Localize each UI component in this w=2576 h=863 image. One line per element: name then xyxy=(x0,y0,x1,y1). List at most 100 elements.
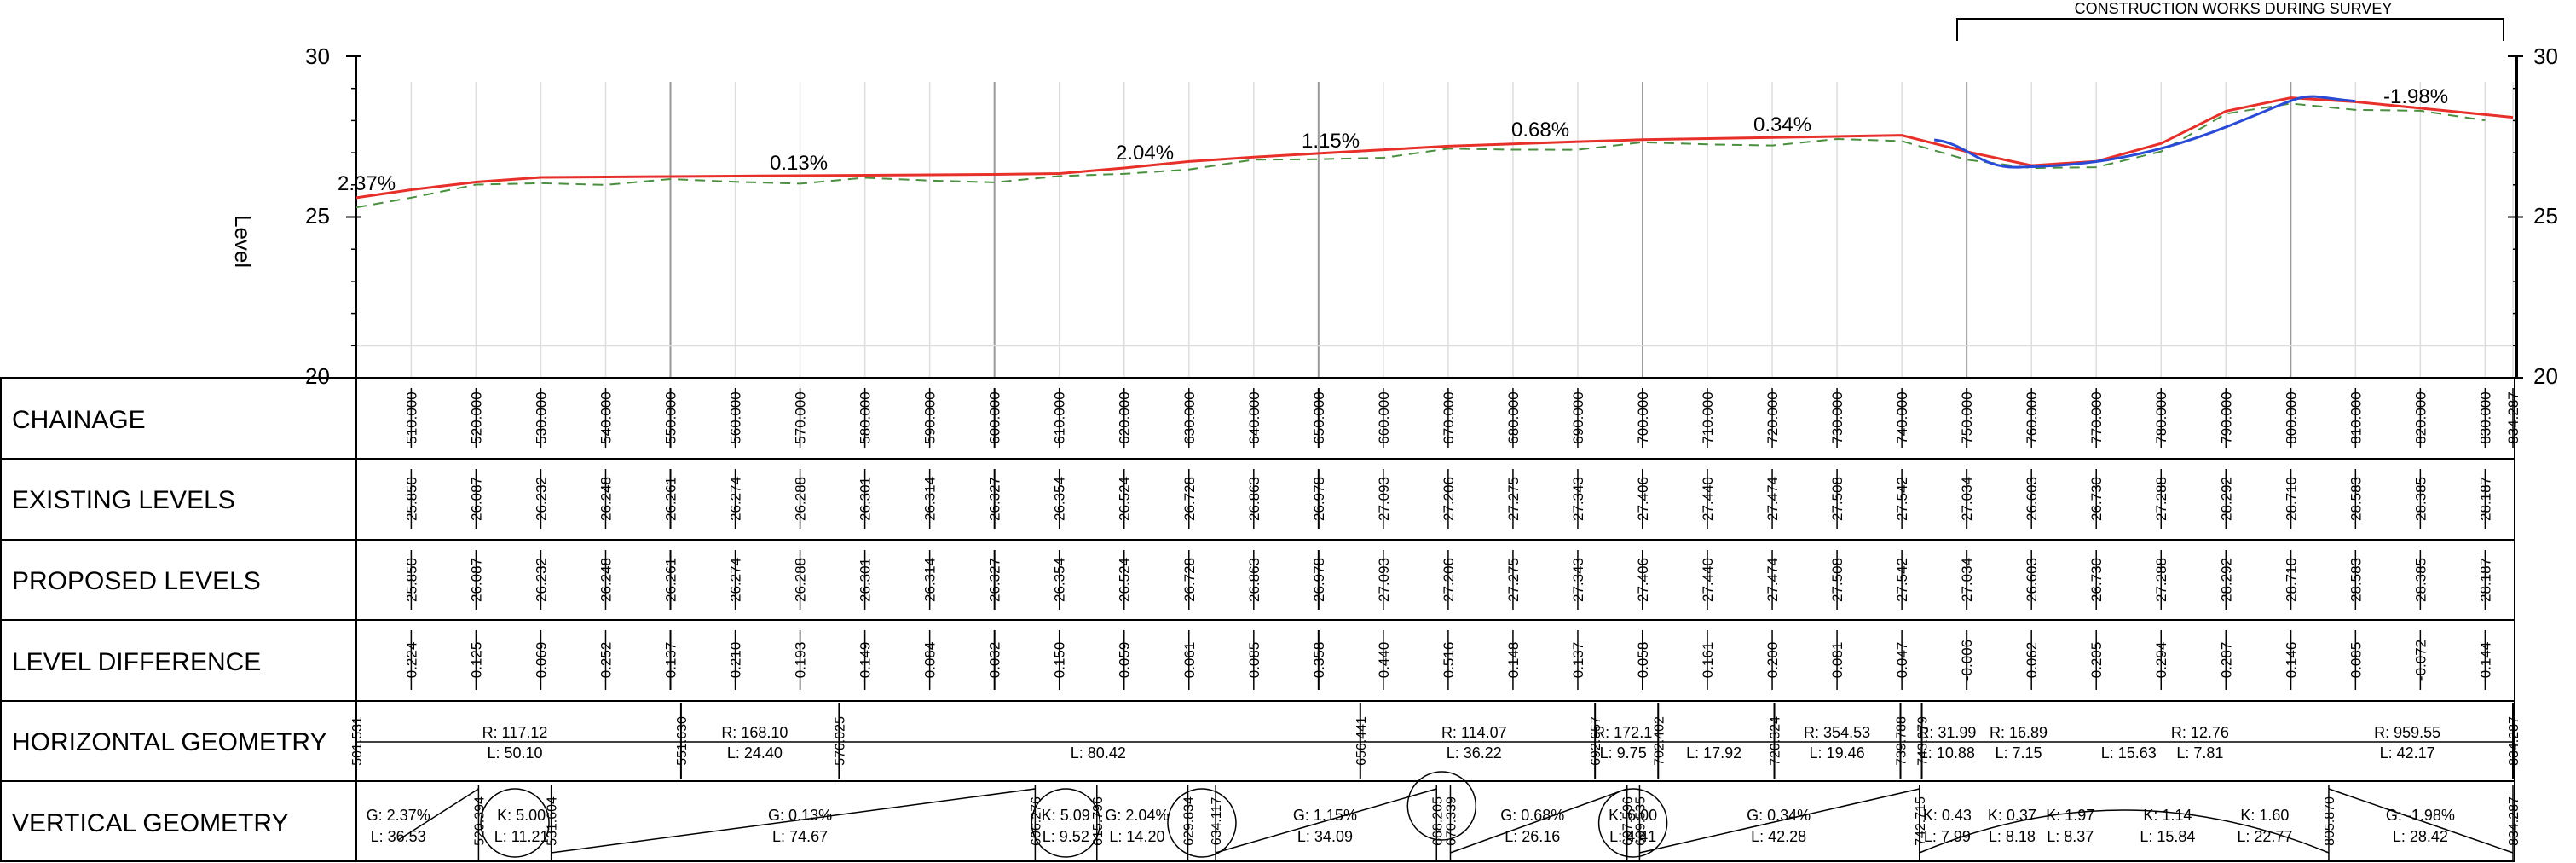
hgeo-length: L: 9.75 xyxy=(1600,744,1647,762)
vgeo-value: K: 1.60 xyxy=(2240,807,2289,824)
hgeo-radius: R: 31.99 xyxy=(1918,724,1976,741)
vgeo-curve xyxy=(1406,771,1477,841)
gradient-label: 0.13% xyxy=(770,152,829,175)
hgeo-radius: R: 168.10 xyxy=(721,724,788,741)
hgeo-length: L: 36.22 xyxy=(1447,744,1502,762)
profile-lines xyxy=(355,95,2514,209)
vgeo-length: L: 26.16 xyxy=(1505,828,1560,845)
vgeo-length: L: 36.53 xyxy=(371,828,426,845)
existing-line xyxy=(355,102,2486,209)
row-label-difference: LEVEL DIFFERENCE xyxy=(12,648,262,676)
row-label-proposed: PROPOSED LEVELS xyxy=(12,567,261,595)
vgeo-length: L: 8.18 xyxy=(1989,828,2036,845)
vgeo-grade xyxy=(1639,788,1920,854)
hgeo-length: L: 80.42 xyxy=(1071,744,1126,762)
vgeo-length: L: 42.28 xyxy=(1751,828,1806,845)
hgeo-radius: R: 959.55 xyxy=(2374,724,2440,741)
vgeo-grade xyxy=(1215,788,1437,854)
hgeo-station: 720.324 xyxy=(1769,716,1783,766)
row-label-chainage: CHAINAGE xyxy=(12,406,146,434)
hgeo-station: 501.531 xyxy=(350,716,365,766)
proposed-line xyxy=(355,96,2514,200)
vgeo-station: 634.117 xyxy=(1210,797,1224,846)
vgeo-grade xyxy=(551,788,1036,854)
vgeo-value: K: 6.00 xyxy=(1609,807,1657,824)
vgeo-station: 697.596 xyxy=(1621,796,1636,846)
hgeo-radius: R: 114.07 xyxy=(1441,724,1507,741)
hgeo-station: 739.788 xyxy=(1895,716,1909,766)
vgeo-value: K: 0.37 xyxy=(1988,807,2036,824)
vgeo-curve xyxy=(480,788,550,858)
y-tick-25-left: 25 xyxy=(305,203,330,229)
vgeo-curve xyxy=(1167,788,1237,858)
vgeo-length: L: 11.21 xyxy=(494,828,549,845)
hgeo-station: 743.079 xyxy=(1916,716,1931,766)
hgeo-radius: R: 172.1 xyxy=(1594,724,1652,741)
hgeo-length: L: 7.81 xyxy=(2176,744,2223,762)
design-line xyxy=(1933,95,2356,169)
hgeo-length: L: 15.63 xyxy=(2101,744,2157,762)
hgeo-station: 551.630 xyxy=(675,716,690,766)
hgeo-length: L: 7.15 xyxy=(1995,744,2042,762)
vgeo-value: G: 2.37% xyxy=(367,807,430,824)
gradient-label: 2.04% xyxy=(1116,142,1175,165)
vgeo-value: G: -1.98% xyxy=(2386,807,2455,824)
hgeo-radius: R: 354.53 xyxy=(1804,724,1870,741)
vgeo-length: L: 15.84 xyxy=(2140,828,2195,845)
hgeo-length: L: 10.88 xyxy=(1920,744,1975,762)
vgeo-length: L: 74.67 xyxy=(772,828,828,845)
hgeo-length: L: 19.46 xyxy=(1810,744,1865,762)
y-tick-30-left: 30 xyxy=(305,43,330,69)
row-label-vertical: VERTICAL GEOMETRY xyxy=(12,809,289,837)
hgeo-station: 656.441 xyxy=(1354,716,1369,766)
vgeo-value: G: 0.13% xyxy=(768,807,832,824)
vgeo-station: 615.796 xyxy=(1091,796,1106,846)
vgeo-station: 805.870 xyxy=(2323,796,2337,846)
hgeo-radius: R: 12.76 xyxy=(2171,724,2229,741)
vgeo-length: L: 4.41 xyxy=(1609,828,1656,845)
vgeo-length: L: 8.37 xyxy=(2047,828,2094,845)
y-tick-25-right: 25 xyxy=(2533,203,2558,229)
grid-lines xyxy=(356,82,2514,378)
construction-bracket xyxy=(1956,18,2504,41)
vgeo-value: K: 1.97 xyxy=(2046,807,2094,824)
vgeo-value: K: 0.43 xyxy=(1923,807,1972,824)
vgeo-station: 699.535 xyxy=(1633,796,1648,846)
axes xyxy=(346,18,2523,379)
vgeo-value: G: 2.04% xyxy=(1105,807,1169,824)
vgeo-curve xyxy=(1919,809,2330,854)
vgeo-length: L: 9.52 xyxy=(1043,828,1089,845)
y-tick-20-right: 20 xyxy=(2533,363,2558,389)
vgeo-station: 531.604 xyxy=(546,796,560,846)
hgeo-station: 692.657 xyxy=(1589,716,1603,766)
vgeo-grade xyxy=(2328,788,2514,854)
vgeo-value: G: 0.34% xyxy=(1747,807,1811,824)
y-tick-30-right: 30 xyxy=(2533,43,2558,69)
vgeo-value: G: 0.68% xyxy=(1500,807,1564,824)
gradient-label: -1.98% xyxy=(2383,85,2449,108)
vgeo-curve xyxy=(1031,788,1101,858)
vgeo-station: 629.834 xyxy=(1182,796,1197,846)
vgeo-value: K: 5.09 xyxy=(1042,807,1090,824)
y-axis-title: Level xyxy=(230,215,256,269)
hgeo-length: L: 50.10 xyxy=(488,744,543,762)
vgeo-length: L: 34.09 xyxy=(1297,828,1353,845)
vgeo-length: L: 22.77 xyxy=(2237,828,2292,845)
gradient-label: 0.68% xyxy=(1511,119,1570,142)
vgeo-curve xyxy=(1597,788,1668,858)
data-table: 510.000520.000530.000540.000550.000560.0… xyxy=(0,377,2521,862)
vgeo-value: K: 5.00 xyxy=(497,807,546,824)
hgeo-length: L: 24.40 xyxy=(727,744,783,762)
vgeo-value: G: 1.15% xyxy=(1293,807,1357,824)
vgeo-value: K: 1.14 xyxy=(2143,807,2192,824)
hgeo-length: L: 42.17 xyxy=(2380,744,2435,762)
gradient-label: 0.34% xyxy=(1753,113,1812,136)
y-tick-20-left: 20 xyxy=(305,363,330,389)
hgeo-station: 834.287 xyxy=(2507,716,2521,766)
hgeo-station: 702.402 xyxy=(1652,716,1666,766)
vgeo-station: 834.287 xyxy=(2507,796,2521,846)
vgeo-grade xyxy=(1450,788,1627,854)
row-label-existing: EXISTING LEVELS xyxy=(12,486,235,514)
row-label-horizontal: HORIZONTAL GEOMETRY xyxy=(12,728,327,756)
